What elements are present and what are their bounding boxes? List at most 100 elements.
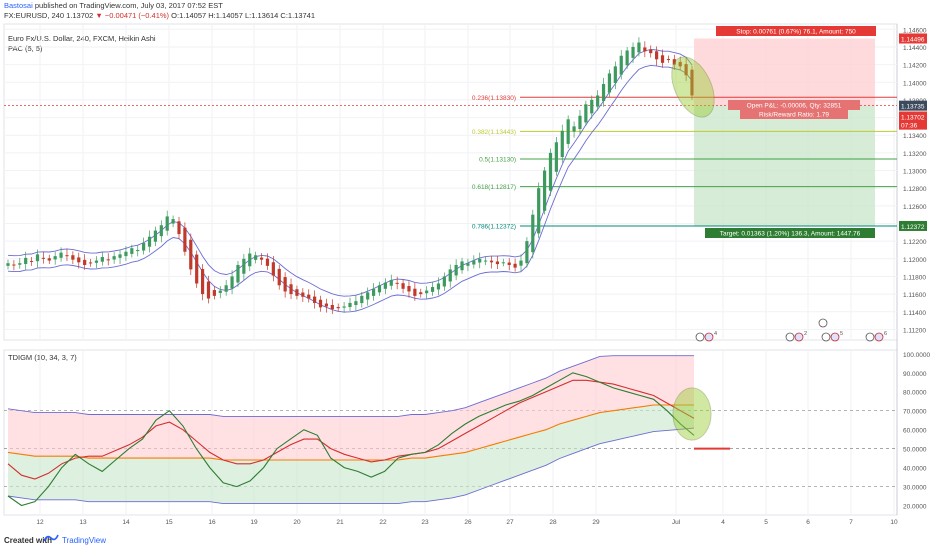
candle-body <box>436 283 441 290</box>
indicator-tick-label: 30.0000 <box>903 485 927 492</box>
price-tick-label: 1.12800 <box>903 186 927 193</box>
tdi-series-line <box>7 372 695 507</box>
time-tick-label: 14 <box>122 519 130 526</box>
candle-body <box>159 225 163 237</box>
time-tick-label: 13 <box>79 519 87 526</box>
indicator-tick-label: 40.0000 <box>903 466 927 473</box>
indicator-tick-label: 70.0000 <box>903 409 927 416</box>
candle-body <box>59 252 63 258</box>
candle-body <box>206 281 211 299</box>
candle-body <box>548 152 553 191</box>
time-tick-label: 7 <box>849 519 853 526</box>
candle-body <box>413 288 417 296</box>
instrument-legend[interactable]: Euro Fx/U.S. Dollar, 240, FXCM, Heikin A… <box>8 34 156 43</box>
price-tick-label: 1.12200 <box>903 239 927 246</box>
flag-icon <box>874 332 884 342</box>
candle-body <box>330 305 334 310</box>
candle-body <box>501 262 505 264</box>
risk-reward-label-bg <box>740 109 848 119</box>
fib-level-label: 0.786(1.12372) <box>472 223 516 230</box>
event-badge-icon <box>785 332 795 342</box>
event-badge-count: 4 <box>714 331 717 337</box>
candle-body <box>395 282 399 284</box>
pac-bands <box>7 49 693 313</box>
footer: Created with TradingView <box>0 530 932 550</box>
candle-body <box>171 219 175 224</box>
open-pnl-label: Open P&L: -0.00006, Qty: 32851 <box>747 103 842 110</box>
candle-body <box>537 188 541 234</box>
publish-line: Bastosai published on TradingView.com, J… <box>4 1 223 11</box>
price-tick-label: 1.13200 <box>903 151 927 158</box>
target-label: Target: 0.01363 (1.20%) 136.3, Amount: 1… <box>720 231 861 238</box>
candle-body <box>289 284 293 295</box>
price-highlight-ellipse <box>671 56 715 118</box>
candle-body <box>489 260 494 263</box>
last-price-tag: 1.13735 <box>901 104 925 111</box>
tradingview-brand[interactable]: TradingView <box>62 536 107 545</box>
author-link[interactable]: Bastosai <box>4 1 33 10</box>
candle-body <box>24 257 28 264</box>
time-axis[interactable]: 12 13 14 15 16 19 20 21 22 23 26 27 28 29 Jul 4 5 6 7 10 <box>36 519 898 526</box>
candle-body <box>643 47 647 52</box>
tdi-series-line <box>7 404 694 461</box>
candle-body <box>637 42 641 53</box>
candle-body <box>578 115 582 130</box>
candle-body <box>425 290 429 294</box>
high-price-tag-bg <box>899 33 927 44</box>
indicator-tick-label: 60.0000 <box>903 428 927 435</box>
candle-body <box>301 292 305 297</box>
candle-body <box>6 263 10 266</box>
candle-body <box>519 260 523 266</box>
time-tick-label: 10 <box>890 519 898 526</box>
candle-body <box>65 255 69 257</box>
candle-body <box>572 126 576 132</box>
event-badge-icon <box>865 332 875 342</box>
target-price-tag: 1.12372 <box>901 224 925 231</box>
candle-body <box>12 264 16 266</box>
symbol-info: FX:EURUSD, 240 1.13702 <box>4 11 94 20</box>
candle-body <box>224 285 228 292</box>
target-label-bg <box>705 228 875 238</box>
candle-body <box>672 59 676 65</box>
risk-reward-label: Risk/Reward Ratio: 1.79 <box>759 112 829 119</box>
time-tick-label: 15 <box>165 519 173 526</box>
candle-body <box>313 296 317 303</box>
volatility-lower-band <box>7 427 695 505</box>
candle-body <box>596 95 600 107</box>
symbol-line: FX:EURUSD, 240 1.13702 ▼ −0.00471 (−0.41… <box>4 11 315 21</box>
flag-icon <box>704 332 714 342</box>
chart-header: Bastosai published on TradingView.com, J… <box>0 0 932 22</box>
candle-body <box>265 258 270 266</box>
pac-legend[interactable]: PAC (5, 5) <box>8 44 43 53</box>
candle-body <box>177 221 181 235</box>
candle-body <box>136 249 140 252</box>
indicator-legend[interactable]: TDIGM (10, 34, 3, 7) <box>8 353 77 362</box>
event-badge-icon <box>818 318 828 328</box>
candle-body <box>454 264 458 276</box>
pac-upper-band <box>7 49 693 297</box>
candle-body <box>124 251 128 257</box>
candle-body <box>342 306 346 308</box>
time-tick-label: 27 <box>506 519 514 526</box>
candle-body <box>448 269 452 282</box>
candle-body <box>389 279 393 286</box>
price-tick-label: 1.14400 <box>903 45 927 52</box>
publish-info: published on TradingView.com, July 03, 2… <box>34 1 223 10</box>
time-tick-label: 19 <box>250 519 258 526</box>
lower-fill <box>8 405 694 504</box>
candle-body <box>660 55 665 63</box>
time-tick-label: 22 <box>379 519 387 526</box>
candle-body <box>88 262 93 264</box>
event-badges[interactable]: 4 2 5 6 <box>695 318 887 342</box>
ohlc-values: O:1.14057 H:1.14057 L:1.13614 C:1.13741 <box>171 11 316 20</box>
tradingview-logo-icon <box>43 534 59 542</box>
candle-body <box>560 130 564 158</box>
event-badge-icon <box>821 332 831 342</box>
candle-body <box>584 104 588 123</box>
pac-lower-band <box>7 64 693 313</box>
price-axis[interactable]: 1.146001.144001.142001.140001.138001.136… <box>899 27 930 511</box>
candle-body <box>442 276 446 287</box>
indicator-tick-label: 50.0000 <box>903 447 927 454</box>
candle-body <box>366 292 370 300</box>
